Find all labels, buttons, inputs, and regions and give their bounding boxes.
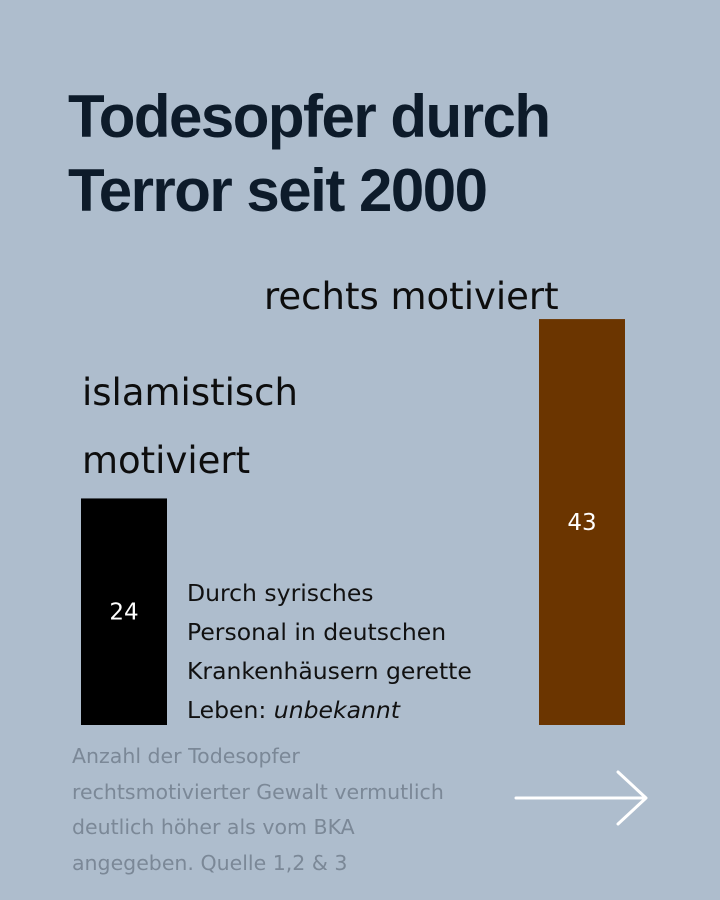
annotation-note: Durch syrisches Personal in deutschen Kr…	[187, 574, 527, 730]
category-label-rechts: rechts motiviert	[264, 263, 559, 331]
note-line: Leben: unbekannt	[187, 691, 527, 730]
bar-rechts	[539, 319, 625, 725]
arrow-right-icon[interactable]	[512, 766, 652, 830]
note-line-prefix: Leben:	[187, 696, 274, 724]
category-label-line: rechts motiviert	[264, 275, 559, 318]
bar-value-label: 24	[109, 600, 138, 626]
source-footnote: Anzahl der Todesopfer rechtsmotivierter …	[72, 739, 532, 881]
bar-islamistisch	[81, 498, 167, 725]
note-line: Personal in deutschen	[187, 618, 447, 646]
footnote-line: Anzahl der Todesopfer	[72, 744, 300, 768]
bar-value-label: 43	[567, 510, 596, 536]
category-label-line: motiviert	[82, 439, 251, 482]
footnote-line: angegeben. Quelle 1,2 & 3	[72, 850, 348, 875]
note-line: Durch syrisches	[187, 579, 374, 607]
note-line-emphasis: unbekannt	[273, 696, 400, 724]
category-label-islamistisch: islamistisch motiviert	[82, 359, 298, 495]
footnote-line: deutlich höher als vom BKA	[72, 815, 355, 839]
chart-title: Todesopfer durch Terror seit 2000	[68, 80, 688, 228]
chart-title-line: Todesopfer durch	[68, 83, 551, 150]
note-line: Krankenhäusern gerette	[187, 657, 472, 685]
footnote-line: rechtsmotivierter Gewalt vermutlich	[72, 779, 444, 804]
chart-title-line: Terror seit 2000	[68, 157, 488, 224]
category-label-line: islamistisch	[82, 371, 298, 414]
